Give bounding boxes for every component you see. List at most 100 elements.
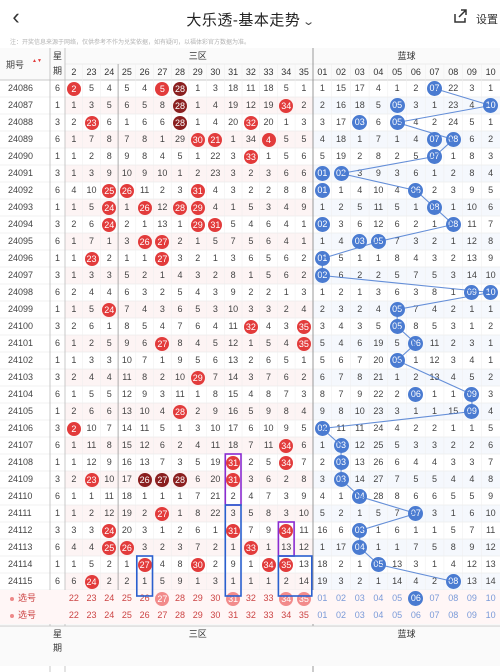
omission-value[interactable]: 2	[71, 321, 77, 331]
omission-value[interactable]: 5	[142, 321, 148, 331]
omission-value[interactable]: 9	[106, 168, 112, 178]
omission-value[interactable]: 4	[338, 338, 344, 348]
issue-number[interactable]: 24090	[8, 151, 34, 161]
omission-value[interactable]: 1	[488, 355, 494, 365]
omission-value[interactable]: 4	[71, 185, 77, 195]
omission-value[interactable]: 3	[195, 270, 201, 280]
omission-value[interactable]: 6	[195, 525, 201, 535]
omission-value[interactable]: 6	[357, 219, 363, 229]
issue-number[interactable]: 24112	[8, 525, 33, 535]
omission-value[interactable]: 3	[248, 372, 254, 382]
front-col-header[interactable]: 32	[245, 67, 256, 77]
red-ball-number[interactable]: 26	[137, 472, 152, 487]
omission-value[interactable]: 11	[210, 440, 221, 450]
omission-value[interactable]: 1	[357, 134, 363, 144]
omission-value[interactable]: 1	[71, 559, 77, 569]
omission-value[interactable]: 3	[230, 168, 236, 178]
omission-value[interactable]: 7	[230, 236, 236, 246]
omission-value[interactable]: 16	[317, 525, 328, 535]
omission-value[interactable]: 2	[248, 185, 254, 195]
omission-value[interactable]: 6	[394, 457, 400, 467]
omission-value[interactable]: 1	[230, 576, 236, 586]
omission-value[interactable]: 2	[248, 355, 254, 365]
omission-value[interactable]: 6	[283, 270, 289, 280]
issue-number[interactable]: 24107	[8, 440, 34, 450]
omission-value[interactable]: 12	[373, 219, 384, 229]
omission-value[interactable]: 1	[450, 287, 456, 297]
omission-value[interactable]: 7	[413, 542, 419, 552]
week-value[interactable]: 3	[54, 117, 60, 127]
omission-value[interactable]: 5	[450, 491, 456, 501]
omission-value[interactable]: 5	[319, 508, 325, 518]
omission-value[interactable]: 2	[106, 253, 112, 263]
omission-value[interactable]: 4	[195, 338, 201, 348]
omission-value[interactable]: 2	[142, 270, 148, 280]
omission-value[interactable]: 19	[210, 457, 221, 467]
back-col-header[interactable]: 06	[410, 67, 421, 77]
omission-value[interactable]: 15	[228, 389, 239, 399]
omission-value[interactable]: 4	[394, 185, 400, 195]
omission-value[interactable]: 4	[89, 287, 95, 297]
week-value[interactable]: 6	[54, 83, 60, 93]
omission-value[interactable]: 1	[124, 559, 130, 569]
omission-value[interactable]: 20	[121, 525, 132, 535]
omission-value[interactable]: 4	[212, 202, 218, 212]
week-value[interactable]: 6	[54, 185, 60, 195]
omission-value[interactable]: 4	[89, 542, 95, 552]
issue-number[interactable]: 24093	[8, 202, 34, 212]
omission-value[interactable]: 5	[432, 542, 438, 552]
pick-blue-number[interactable]: 05	[392, 593, 403, 603]
back-col-header[interactable]: 07	[429, 67, 440, 77]
omission-value[interactable]: 2	[212, 542, 218, 552]
front-col-header[interactable]: 29	[192, 67, 203, 77]
omission-value[interactable]: 4	[159, 406, 165, 416]
omission-value[interactable]: 13	[139, 457, 150, 467]
omission-value[interactable]: 2	[283, 474, 289, 484]
issue-number[interactable]: 24111	[8, 508, 32, 518]
omission-value[interactable]: 5	[283, 83, 289, 93]
blue-ball-number[interactable]: 06	[408, 387, 424, 402]
red-ball-number[interactable]: 34	[279, 523, 294, 538]
omission-value[interactable]: 5	[469, 117, 475, 127]
omission-value[interactable]: 1	[195, 151, 201, 161]
red-ball-number[interactable]: 29	[190, 370, 205, 385]
omission-value[interactable]: 5	[266, 457, 272, 467]
omission-value[interactable]: 7	[488, 219, 494, 229]
omission-value[interactable]: 17	[228, 423, 239, 433]
omission-value[interactable]: 6	[394, 525, 400, 535]
omission-value[interactable]: 3	[394, 406, 400, 416]
omission-value[interactable]: 13	[121, 406, 132, 416]
omission-value[interactable]: 10	[263, 423, 274, 433]
omission-value[interactable]: 3	[106, 270, 112, 280]
omission-value[interactable]: 7	[212, 372, 218, 382]
pick-number[interactable]: 34	[281, 610, 292, 620]
omission-value[interactable]: 11	[467, 219, 477, 229]
week-value[interactable]: 1	[54, 508, 60, 518]
blue-ball-number[interactable]: 01	[314, 183, 330, 198]
omission-value[interactable]: 2	[177, 525, 183, 535]
blue-ball-number[interactable]: 03	[352, 234, 368, 249]
omission-value[interactable]: 25	[373, 440, 384, 450]
omission-value[interactable]: 11	[122, 372, 132, 382]
omission-value[interactable]: 7	[124, 304, 130, 314]
omission-value[interactable]: 1	[319, 542, 325, 552]
issue-number[interactable]: 24114	[8, 559, 33, 569]
omission-value[interactable]: 9	[106, 457, 112, 467]
omission-value[interactable]: 9	[301, 202, 307, 212]
omission-value[interactable]: 4	[469, 100, 475, 110]
issue-number[interactable]: 24092	[8, 185, 34, 195]
omission-value[interactable]: 11	[228, 321, 238, 331]
omission-value[interactable]: 5	[394, 202, 400, 212]
omission-value[interactable]: 3	[248, 304, 254, 314]
omission-value[interactable]: 4	[394, 423, 400, 433]
omission-value[interactable]: 3	[469, 83, 475, 93]
omission-value[interactable]: 8	[450, 542, 456, 552]
omission-value[interactable]: 1	[338, 491, 344, 501]
omission-value[interactable]: 8	[142, 134, 148, 144]
omission-value[interactable]: 3	[212, 304, 218, 314]
omission-value[interactable]: 2	[301, 253, 307, 263]
omission-value[interactable]: 6	[124, 287, 130, 297]
omission-value[interactable]: 2	[248, 287, 254, 297]
omission-value[interactable]: 8	[394, 491, 400, 501]
omission-value[interactable]: 1	[301, 236, 307, 246]
